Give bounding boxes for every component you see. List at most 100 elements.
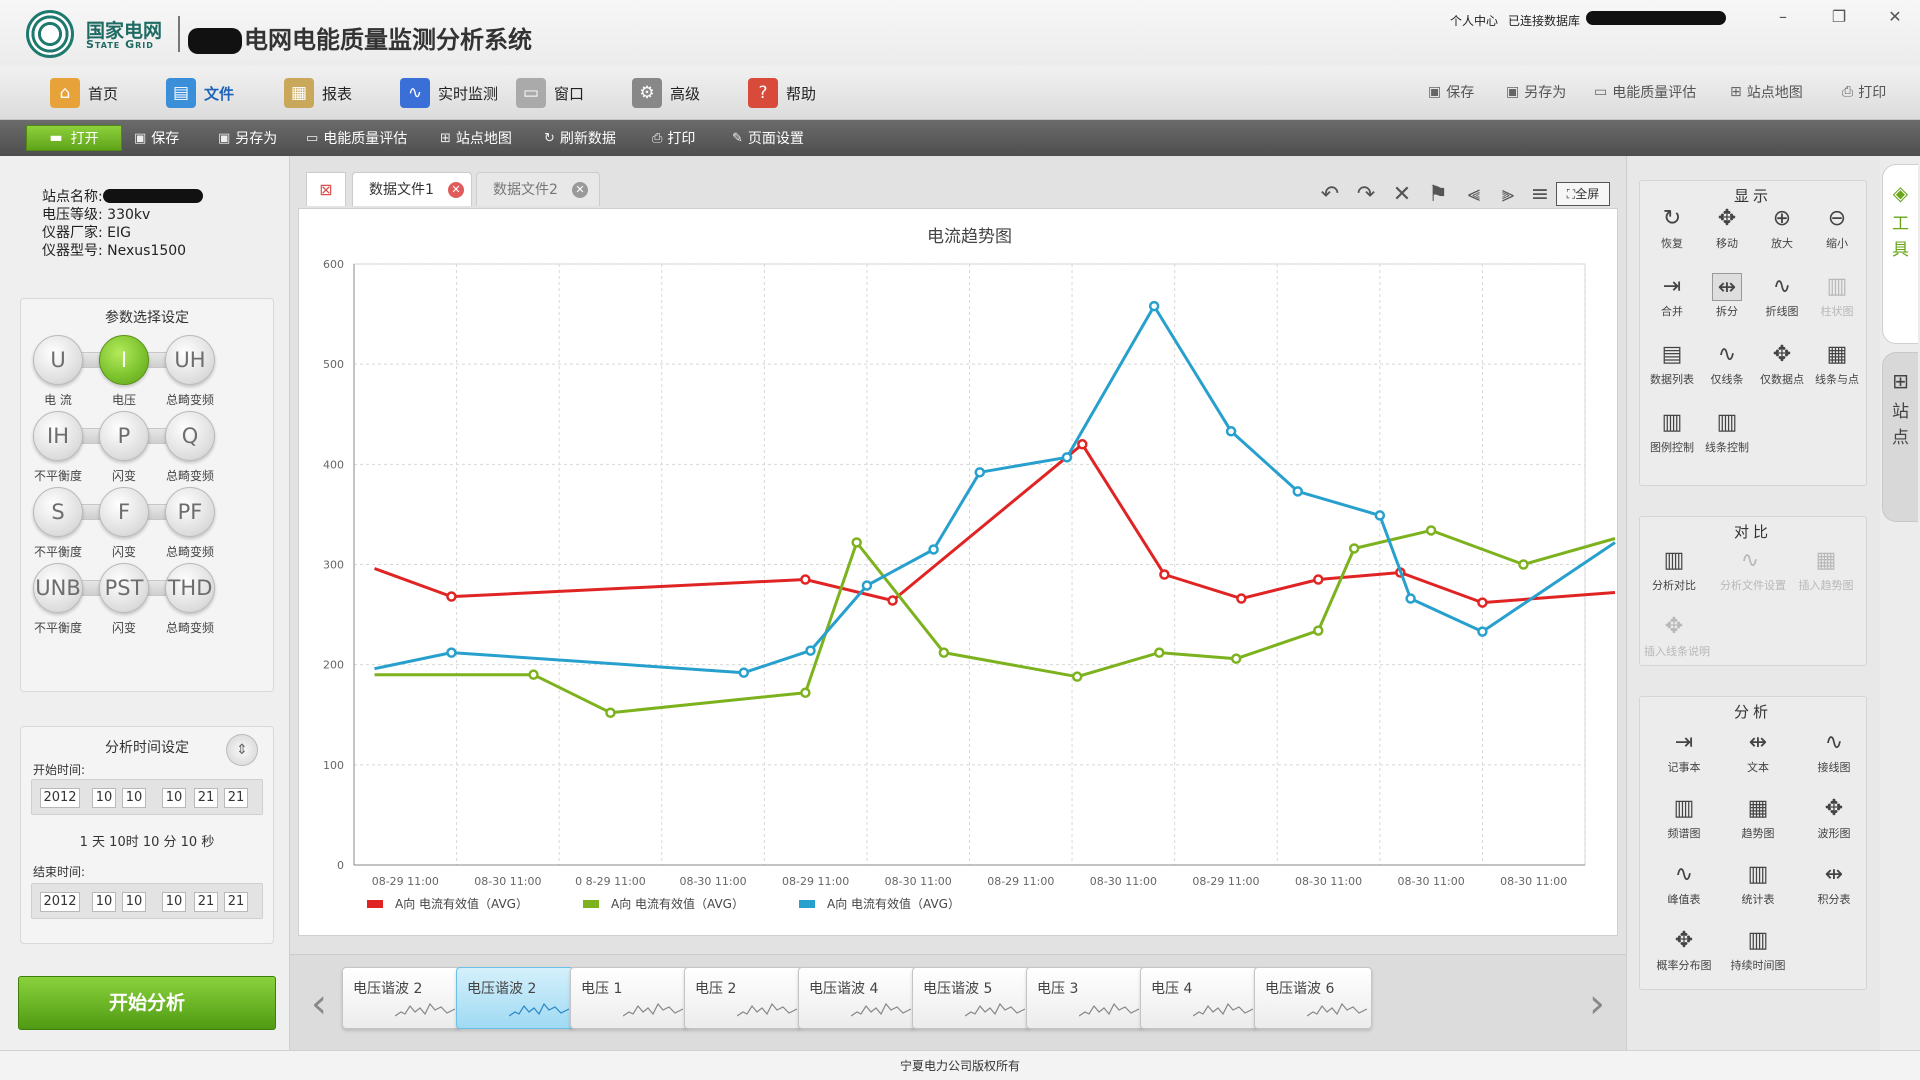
menu-advanced[interactable]: ⚙ 高级	[632, 74, 700, 112]
close-all-tabs-icon[interactable]: ⊠	[306, 172, 346, 206]
minimize-button[interactable]: –	[1779, 7, 1787, 26]
menu-report[interactable]: ▦ 报表	[284, 74, 352, 112]
thumbnail-item[interactable]: 电压谐波 2	[342, 967, 460, 1029]
tool-statistics[interactable]: ▥ 统计表	[1728, 861, 1788, 907]
param-button[interactable]: UNB	[33, 563, 83, 613]
tool-text[interactable]: ⇹ 文本	[1728, 729, 1788, 775]
undo-icon[interactable]: ↶	[1320, 182, 1340, 207]
align-center-icon[interactable]: ≡	[1530, 182, 1550, 207]
save-button[interactable]: ▣ 保存	[134, 127, 179, 149]
tool-insert-trend[interactable]: ▦ 插入趋势图	[1796, 547, 1856, 593]
param-button[interactable]: U	[33, 335, 83, 385]
align-right-icon[interactable]: ⫸	[1501, 182, 1515, 207]
menu-file[interactable]: ▤ 文件	[166, 74, 234, 112]
scroll-right-icon[interactable]: ›	[1589, 981, 1605, 1027]
thumbnail-item[interactable]: 电压 4	[1140, 967, 1258, 1029]
start-day[interactable]: 10	[122, 788, 146, 808]
tool-restore[interactable]: ↻ 恢复	[1642, 205, 1702, 251]
start-hour[interactable]: 10	[162, 788, 186, 808]
delete-icon[interactable]: ✕	[1392, 182, 1412, 207]
thumbnail-item[interactable]: 电压谐波 2	[456, 967, 574, 1029]
menu-home[interactable]: ⌂ 首页	[50, 74, 118, 112]
param-button[interactable]: UH	[165, 335, 215, 385]
param-button[interactable]: PST	[99, 563, 149, 613]
user-center-link[interactable]: 个人中心	[1450, 14, 1499, 28]
end-month[interactable]: 10	[92, 892, 116, 912]
param-button[interactable]: Q	[165, 411, 215, 461]
refresh-button[interactable]: ↻ 刷新数据	[544, 127, 616, 149]
tab-data-file-2[interactable]: 数据文件2 ✕	[476, 172, 600, 206]
page-setup-button[interactable]: ✎ 页面设置	[732, 127, 804, 149]
quick-site-map[interactable]: ⊞ 站点地图	[1730, 82, 1803, 102]
tab-data-file-1[interactable]: 数据文件1 ✕	[352, 172, 472, 206]
tool-insert-note[interactable]: ✥ 插入线条说明	[1644, 613, 1710, 659]
tool-legend-control[interactable]: ▥ 图例控制	[1642, 409, 1702, 455]
tool-integral[interactable]: ⇹ 积分表	[1804, 861, 1864, 907]
time-scroll-icon[interactable]: ⇕	[226, 734, 258, 766]
tool-data-list[interactable]: ▤ 数据列表	[1642, 341, 1702, 387]
tag-icon[interactable]: ⚑	[1428, 182, 1448, 207]
start-analysis-button[interactable]: 开始分析	[18, 976, 276, 1030]
close-tab-icon[interactable]: ✕	[571, 182, 588, 198]
thumbnail-item[interactable]: 电压 2	[684, 967, 802, 1029]
menu-window[interactable]: ▭ 窗口	[516, 74, 584, 112]
end-day[interactable]: 10	[122, 892, 146, 912]
tool-merge[interactable]: ⇥ 合并	[1642, 273, 1702, 319]
tool-points-only[interactable]: ✥ 仅数据点	[1752, 341, 1812, 387]
end-hour[interactable]: 10	[162, 892, 186, 912]
tool-peak[interactable]: ∿ 峰值表	[1654, 861, 1714, 907]
start-year[interactable]: 2012	[40, 788, 80, 808]
start-second[interactable]: 21	[224, 788, 248, 808]
tool-probability[interactable]: ✥ 概率分布图	[1654, 927, 1714, 973]
end-second[interactable]: 21	[224, 892, 248, 912]
save-as-button[interactable]: ▣ 另存为	[218, 127, 277, 149]
tool-trend[interactable]: ▦ 趋势图	[1728, 795, 1788, 841]
scroll-left-icon[interactable]: ‹	[311, 981, 327, 1027]
maximize-button[interactable]: ❐	[1831, 7, 1847, 26]
tool-zoom-out[interactable]: ⊖ 缩小	[1807, 205, 1867, 251]
start-time-field[interactable]: 2012 10 10 10 21 21	[31, 779, 263, 815]
redo-icon[interactable]: ↷	[1356, 182, 1376, 207]
tool-wiring[interactable]: ∿ 接线图	[1804, 729, 1864, 775]
menu-help[interactable]: ? 帮助	[748, 74, 816, 112]
tool-spectrum[interactable]: ▥ 频谱图	[1654, 795, 1714, 841]
thumbnail-item[interactable]: 电压谐波 5	[912, 967, 1030, 1029]
tool-duration[interactable]: ▥ 持续时间图	[1728, 927, 1788, 973]
tool-line-only[interactable]: ∿ 仅线条	[1697, 341, 1757, 387]
side-tab-site[interactable]: ⊞ 站点	[1882, 352, 1918, 522]
tool-waveform[interactable]: ✥ 波形图	[1804, 795, 1864, 841]
tool-split[interactable]: ⇹ 拆分	[1697, 273, 1757, 319]
param-button[interactable]: THD	[165, 563, 215, 613]
side-tab-tools[interactable]: ◈ 工具	[1882, 164, 1918, 344]
end-year[interactable]: 2012	[40, 892, 80, 912]
start-month[interactable]: 10	[92, 788, 116, 808]
param-button[interactable]: F	[99, 487, 149, 537]
tool-zoom-in[interactable]: ⊕ 放大	[1752, 205, 1812, 251]
print-button[interactable]: ⎙ 打印	[652, 127, 695, 149]
fullscreen-button[interactable]: ⛶全屏	[1556, 182, 1610, 206]
quick-print[interactable]: ⎙ 打印	[1842, 82, 1886, 102]
tool-notepad[interactable]: ⇥ 记事本	[1654, 729, 1714, 775]
tool-line-chart[interactable]: ∿ 折线图	[1752, 273, 1812, 319]
tool-line-point[interactable]: ▦ 线条与点	[1807, 341, 1867, 387]
param-button[interactable]: P	[99, 411, 149, 461]
start-minute[interactable]: 21	[194, 788, 218, 808]
quick-quality-eval[interactable]: ▭ 电能质量评估	[1594, 82, 1696, 102]
thumbnail-item[interactable]: 电压 1	[570, 967, 688, 1029]
close-button[interactable]: ✕	[1888, 7, 1902, 26]
param-button[interactable]: I	[99, 335, 149, 385]
quality-eval-button[interactable]: ▭ 电能质量评估	[306, 127, 407, 149]
tool-line-control[interactable]: ▥ 线条控制	[1697, 409, 1757, 455]
menu-realtime[interactable]: ∿ 实时监测	[400, 74, 498, 112]
quick-save[interactable]: ▣ 保存	[1428, 82, 1474, 102]
param-button[interactable]: IH	[33, 411, 83, 461]
thumbnail-item[interactable]: 电压谐波 4	[798, 967, 916, 1029]
open-button[interactable]: ▬ 打开	[26, 125, 122, 151]
tool-bar-chart[interactable]: ▥ 柱状图	[1807, 273, 1867, 319]
end-minute[interactable]: 21	[194, 892, 218, 912]
thumbnail-item[interactable]: 电压 3	[1026, 967, 1144, 1029]
quick-save-as[interactable]: ▣ 另存为	[1506, 82, 1566, 102]
site-map-button[interactable]: ⊞ 站点地图	[440, 127, 512, 149]
tool-compare[interactable]: ▥ 分析对比	[1644, 547, 1704, 593]
tool-file-setting[interactable]: ∿ 分析文件设置	[1720, 547, 1786, 593]
